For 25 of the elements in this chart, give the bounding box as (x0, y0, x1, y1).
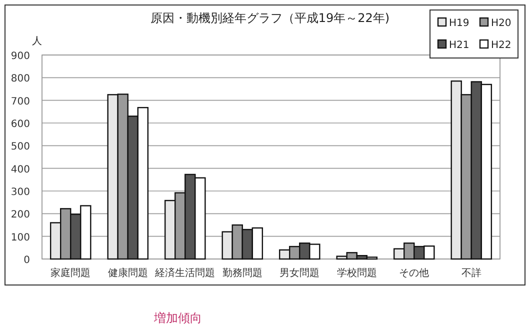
y-tick-label: 600 (10, 119, 30, 130)
x-tick-label: 家庭問題 (50, 267, 91, 279)
legend-label: H19 (449, 18, 470, 29)
x-tick-label: 不詳 (461, 267, 482, 279)
legend-label: H20 (491, 18, 512, 29)
x-tick-label: 男女問題 (280, 267, 320, 279)
chart-title: 原因・動機別経年グラフ（平成19年～22年) (150, 11, 390, 25)
y-tick-label: 0 (24, 255, 30, 266)
y-tick-label: 400 (10, 164, 30, 176)
y-tick-label: 700 (10, 96, 30, 108)
x-tick-label: 健康問題 (108, 267, 148, 279)
y-axis-title: 人 (32, 36, 42, 47)
y-tick-label: 100 (10, 232, 30, 244)
y-tick-label: 900 (10, 51, 30, 62)
x-tick-label: 学校問題 (336, 267, 377, 279)
y-tick-label: 800 (10, 74, 30, 85)
legend-label: H22 (491, 40, 512, 51)
x-tick-label: その他 (399, 267, 430, 279)
y-tick-label: 500 (10, 142, 30, 153)
x-tick-label: 経済生活問題 (154, 267, 216, 279)
legend-label: H21 (449, 40, 470, 51)
x-tick-label: 勤務問題 (222, 267, 262, 279)
text: 増加傾向 (153, 311, 202, 325)
y-tick-label: 200 (10, 210, 30, 221)
y-tick-label: 300 (10, 187, 30, 198)
